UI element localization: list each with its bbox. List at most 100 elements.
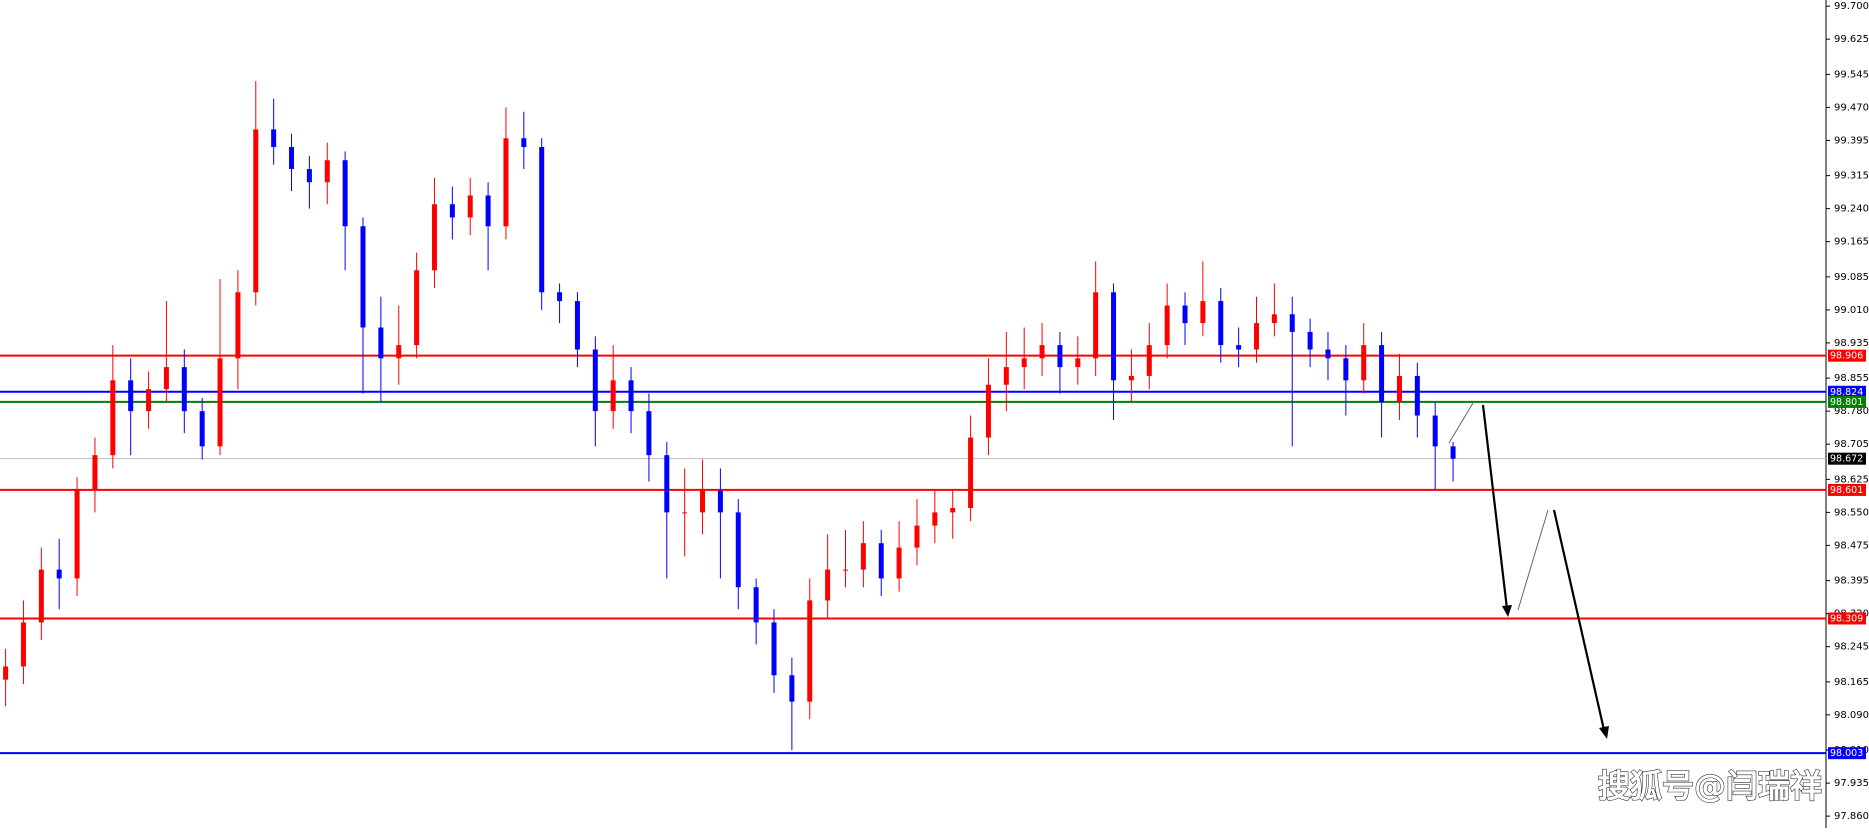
candle-body <box>771 622 777 676</box>
level-label: 98.906 <box>1830 351 1863 362</box>
y-tick-label: 99.085 <box>1834 272 1869 283</box>
y-tick-label: 99.315 <box>1834 171 1869 182</box>
candle-body <box>431 204 437 271</box>
candle-body <box>1200 301 1206 324</box>
candle-body <box>378 327 384 359</box>
arrow-head <box>1502 605 1512 617</box>
level-label-box <box>1828 612 1866 625</box>
candle-body <box>467 195 473 218</box>
candle-body <box>914 525 920 548</box>
y-tick-label: 99.545 <box>1834 69 1869 80</box>
candle-body <box>1182 305 1188 324</box>
candle-body <box>235 292 241 359</box>
candle-body <box>700 490 706 513</box>
candle-body <box>574 301 580 350</box>
y-tick-label: 97.935 <box>1834 778 1869 789</box>
candle-body <box>682 512 688 514</box>
level-label-box <box>1828 349 1866 362</box>
candle-body <box>1414 375 1420 416</box>
arrow-head <box>1599 726 1609 739</box>
candle-body <box>217 358 223 447</box>
level-label: 98.003 <box>1830 748 1863 759</box>
candle-body <box>896 547 902 579</box>
candle-body <box>1307 331 1313 350</box>
candle-body <box>1432 415 1438 447</box>
candle-body <box>1146 345 1152 376</box>
candle-body <box>878 543 884 579</box>
candle-body <box>110 380 116 456</box>
level-label-box <box>1828 483 1866 496</box>
y-tick-label: 99.625 <box>1834 34 1869 45</box>
candle-body <box>825 569 831 601</box>
candle-body <box>1271 314 1277 324</box>
candle-body <box>56 569 62 579</box>
candle-body <box>92 455 98 491</box>
candle-body <box>128 380 134 412</box>
candle-body <box>968 437 974 508</box>
projection-arrows <box>1448 402 1609 739</box>
candle-body <box>842 569 848 571</box>
candle-body <box>199 411 205 447</box>
candle-body <box>1343 358 1349 381</box>
candle-body <box>557 292 563 302</box>
y-tick-label: 98.475 <box>1834 540 1869 551</box>
candle-body <box>1075 358 1081 368</box>
candle-body <box>1057 345 1063 368</box>
candle-body <box>1039 345 1045 359</box>
candle-body <box>592 349 598 412</box>
candle-body <box>271 129 277 148</box>
watermark: 搜狐号@闫瑞祥 <box>1598 767 1822 805</box>
candle-body <box>146 389 152 412</box>
y-tick-label: 99.395 <box>1834 135 1869 146</box>
y-tick-label: 98.165 <box>1834 677 1869 688</box>
y-tick-label: 99.165 <box>1834 237 1869 248</box>
candle-body <box>20 622 26 667</box>
current-price-label: 98.672 <box>1830 454 1863 465</box>
candle-body <box>521 138 527 148</box>
projection-arrow <box>1481 404 1509 610</box>
candle-body <box>932 512 938 526</box>
candle-body <box>1128 375 1134 381</box>
candle-body <box>539 147 545 293</box>
level-label-box <box>1828 395 1866 408</box>
candle-body <box>950 507 956 513</box>
candle-body <box>1396 375 1402 403</box>
candle-body <box>664 455 670 513</box>
candle-body <box>1003 367 1009 385</box>
candle-body <box>807 600 813 702</box>
candle-body <box>1325 349 1331 359</box>
candle-body <box>1361 345 1367 381</box>
y-tick-label: 98.935 <box>1834 338 1869 349</box>
candle-body <box>163 367 169 390</box>
candle-body <box>789 675 795 702</box>
candle-body <box>324 160 330 183</box>
candle-body <box>1450 446 1456 459</box>
level-label: 98.824 <box>1830 387 1863 398</box>
y-tick-label: 97.860 <box>1834 811 1869 822</box>
current-price-label-box <box>1828 452 1866 465</box>
candle-body <box>414 270 420 346</box>
candle-body <box>610 380 616 412</box>
candle-body <box>860 543 866 570</box>
y-tick-label: 98.090 <box>1834 710 1869 721</box>
candle-body <box>1164 305 1170 346</box>
y-tick-label: 98.245 <box>1834 642 1869 653</box>
candle-body <box>628 380 634 412</box>
candle-body <box>985 384 991 438</box>
candle-body <box>717 490 723 513</box>
candle-body <box>342 160 348 227</box>
candle-body <box>503 138 509 227</box>
candle-body <box>1289 314 1295 332</box>
level-label: 98.601 <box>1830 485 1863 496</box>
candle-body <box>1254 323 1259 350</box>
candle-body <box>1111 292 1117 381</box>
candle-body <box>289 147 295 170</box>
candle-body <box>38 569 44 623</box>
y-tick-label: 98.855 <box>1834 373 1869 384</box>
level-label: 98.309 <box>1830 613 1863 624</box>
projection-line <box>1448 402 1474 444</box>
level-label: 98.801 <box>1830 397 1863 408</box>
y-tick-label: 98.705 <box>1834 439 1869 450</box>
y-tick-label: 98.625 <box>1834 474 1869 485</box>
